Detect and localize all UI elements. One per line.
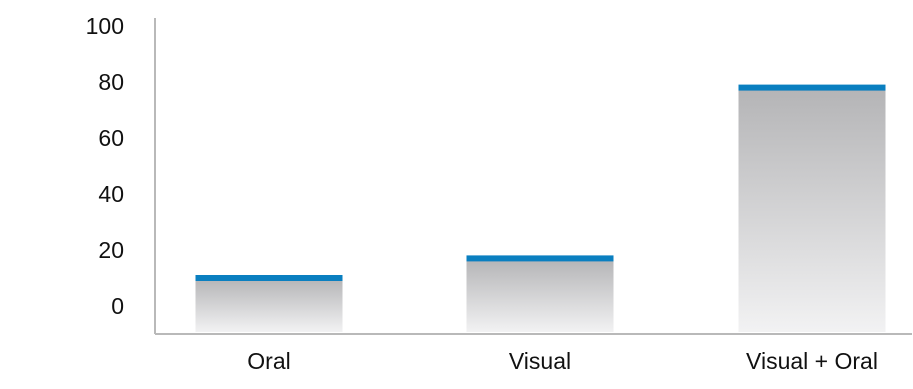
bar-top-cap [467, 255, 614, 261]
y-tick-label: 80 [98, 69, 124, 95]
y-tick-label: 40 [98, 181, 124, 207]
bar [196, 278, 343, 332]
bar [739, 88, 886, 332]
bars-layer [196, 85, 886, 332]
bar [467, 258, 614, 332]
y-tick-label: 100 [86, 13, 124, 39]
x-category-label: Visual [509, 348, 571, 374]
x-category-label: Visual + Oral [746, 348, 878, 374]
bar-top-cap [196, 275, 343, 281]
y-tick-label: 20 [98, 237, 124, 263]
y-tick-label: 0 [111, 293, 124, 319]
x-category-label: Oral [247, 348, 290, 374]
bar-top-cap [739, 85, 886, 91]
y-tick-label: 60 [98, 125, 124, 151]
